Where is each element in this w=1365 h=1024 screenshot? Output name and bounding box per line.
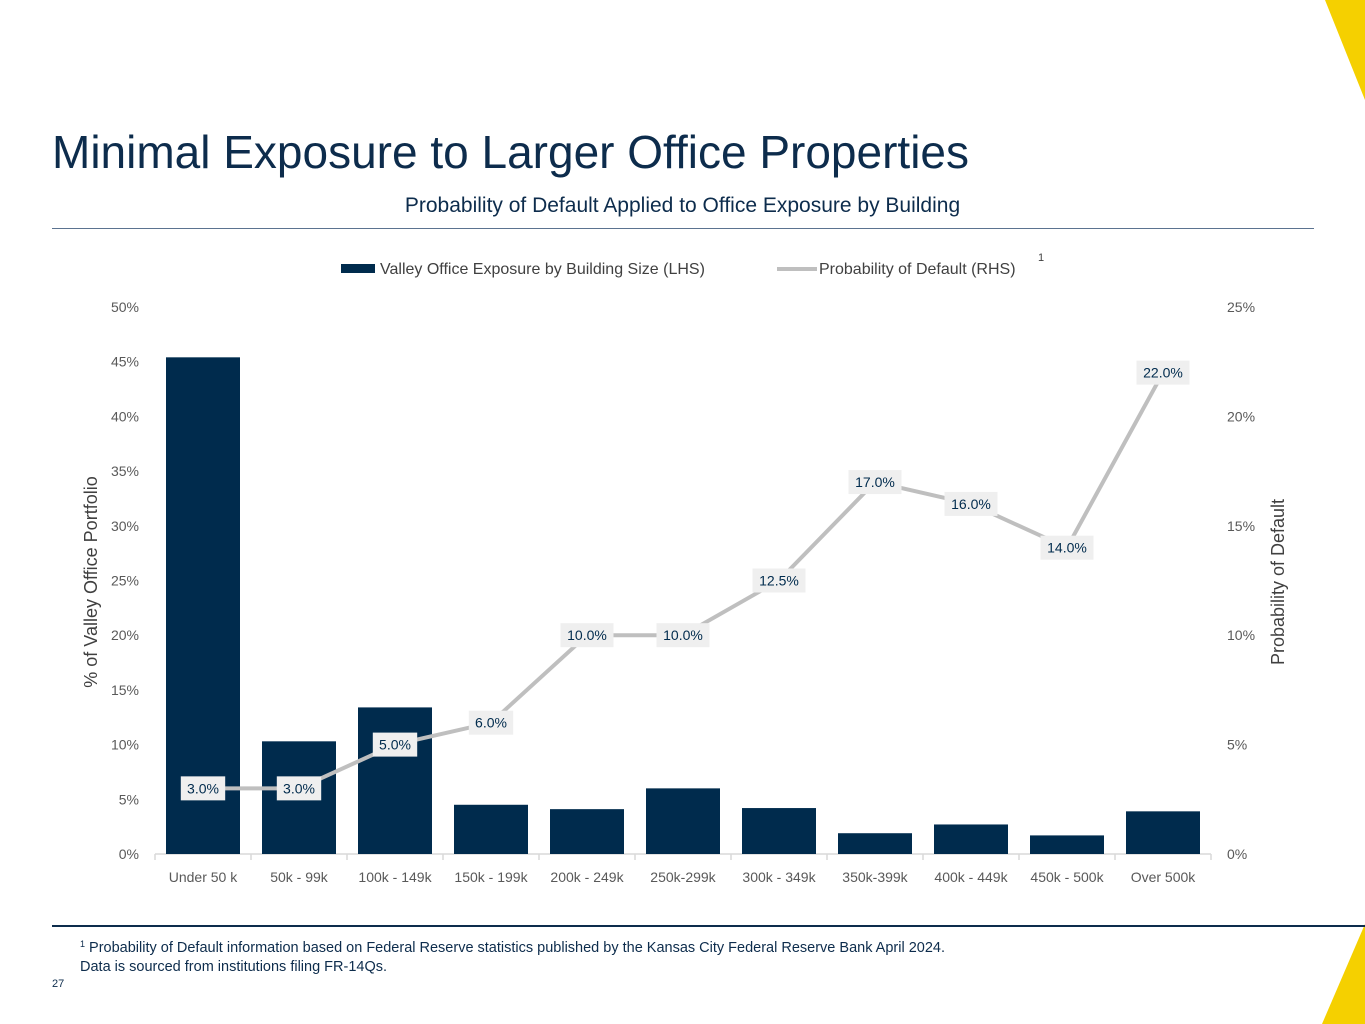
- x-axis-ticks: Under 50 k 50k - 99k 100k - 149k 150k - 199…: [154, 854, 1212, 885]
- data-label-bg: [848, 470, 902, 495]
- data-label: 10.0%: [663, 627, 703, 643]
- chart-title: Probability of Default Applied to Office…: [404, 194, 961, 217]
- footnote: 1 Probability of Default information bas…: [80, 935, 945, 977]
- y2-axis-title: Probability of Default: [1268, 499, 1288, 665]
- data-label: 10.0%: [567, 627, 607, 643]
- bar: [646, 788, 720, 854]
- title-divider: [52, 228, 1314, 229]
- y2-tick-label: 25%: [1227, 299, 1255, 315]
- y-axis-ticks: 0% 5% 10% 15% 20% 25% 30% 35% 40% 45% 50%: [111, 299, 139, 862]
- x-tick-label: 100k - 149k: [358, 869, 432, 885]
- data-label-bg: [468, 710, 514, 735]
- data-label-bg: [752, 568, 806, 593]
- corner-accent-bottom-shape: [1322, 924, 1365, 1024]
- y-tick-label: 30%: [111, 518, 139, 534]
- y2-tick-label: 20%: [1227, 408, 1255, 424]
- chart-legend: Valley Office Exposure by Building Size …: [341, 252, 1044, 278]
- y2-tick-label: 15%: [1227, 518, 1255, 534]
- data-label: 3.0%: [187, 780, 219, 796]
- y-tick-label: 25%: [111, 573, 139, 589]
- data-label: 16.0%: [951, 496, 991, 512]
- page-title: Minimal Exposure to Larger Office Proper…: [52, 126, 969, 178]
- y2-tick-label: 0%: [1227, 846, 1247, 862]
- legend-bar-swatch: [341, 264, 375, 273]
- x-tick-label: Over 500k: [1131, 869, 1197, 885]
- data-label-bg: [1040, 535, 1094, 560]
- page-number: 27: [52, 978, 65, 990]
- bar-series: [166, 357, 1200, 854]
- y-tick-label: 0%: [119, 846, 139, 862]
- y2-tick-label: 5%: [1227, 737, 1247, 753]
- x-tick-label: Under 50 k: [169, 869, 238, 885]
- y-tick-label: 50%: [111, 299, 139, 315]
- x-tick-label: 50k - 99k: [270, 869, 329, 885]
- x-tick-label: 250k-299k: [650, 869, 716, 885]
- y-tick-label: 45%: [111, 354, 139, 370]
- pd-line: [203, 371, 1165, 791]
- x-tick-label: 350k-399k: [842, 869, 908, 885]
- data-label: 22.0%: [1143, 365, 1183, 381]
- data-label-bg: [1136, 360, 1190, 385]
- bar: [358, 707, 432, 854]
- data-label-bg: [276, 776, 322, 801]
- data-label-bg: [560, 623, 614, 648]
- data-label: 5.0%: [379, 737, 411, 753]
- y-tick-label: 40%: [111, 408, 139, 424]
- x-tick-label: 400k - 449k: [934, 869, 1008, 885]
- data-label-bg: [180, 776, 226, 801]
- bar: [166, 357, 240, 854]
- y2-axis-ticks: 0% 5% 10% 15% 20% 25%: [1227, 299, 1255, 862]
- bar: [1126, 811, 1200, 854]
- footnote-marker: 1: [80, 939, 86, 949]
- bar: [934, 824, 1008, 854]
- data-label-bg: [656, 623, 710, 648]
- footnote-text-1: Probability of Default information based…: [89, 940, 945, 956]
- legend-superscript: 1: [1038, 252, 1044, 264]
- footnote-line-1: 1 Probability of Default information bas…: [80, 935, 945, 958]
- data-label: 14.0%: [1047, 540, 1087, 556]
- line-series: 3.0% 3.0% 5.0% 6.0% 10.0% 10.0% 12.5% 17.0% 16.0…: [180, 360, 1190, 801]
- data-label: 6.0%: [475, 715, 507, 731]
- bar: [1030, 835, 1104, 854]
- x-tick-label: 450k - 500k: [1030, 869, 1104, 885]
- bar: [838, 833, 912, 854]
- bar: [550, 809, 624, 854]
- legend-bar-label: Valley Office Exposure by Building Size …: [380, 261, 705, 278]
- y-tick-label: 15%: [111, 682, 139, 698]
- bar: [454, 804, 528, 854]
- y-axis-title: % of Valley Office Portfolio: [81, 476, 101, 687]
- x-tick-label: 200k - 249k: [550, 869, 624, 885]
- y2-tick-label: 10%: [1227, 627, 1255, 643]
- x-tick-label: 300k - 349k: [742, 869, 816, 885]
- y-tick-label: 5%: [119, 791, 139, 807]
- y-tick-label: 20%: [111, 627, 139, 643]
- x-tick-label: 150k - 199k: [454, 869, 528, 885]
- data-label-bg: [944, 491, 998, 516]
- footnote-divider: [52, 925, 1365, 927]
- data-label: 17.0%: [855, 474, 895, 490]
- data-label-bg: [372, 732, 418, 757]
- data-label: 3.0%: [283, 780, 315, 796]
- y-tick-label: 10%: [111, 737, 139, 753]
- y-tick-label: 35%: [111, 463, 139, 479]
- corner-accent-top-shape: [1325, 0, 1365, 100]
- legend-line-label: Probability of Default (RHS): [819, 261, 1016, 278]
- footnote-line-2: Data is sourced from institutions filing…: [80, 959, 388, 975]
- data-label: 12.5%: [759, 573, 799, 589]
- bar: [742, 808, 816, 854]
